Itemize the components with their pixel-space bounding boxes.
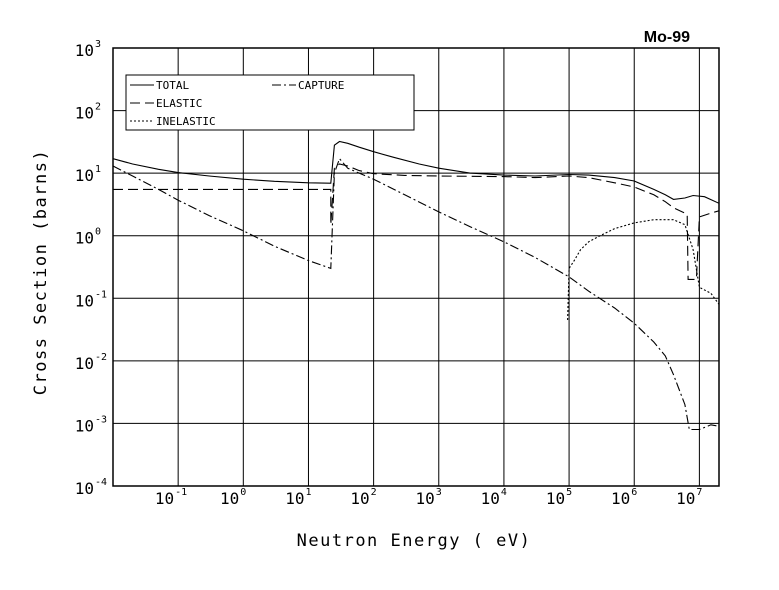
- y-tick-exponent: 2: [95, 102, 101, 113]
- y-tick-label: 10: [75, 166, 94, 185]
- series-line-total: [113, 140, 719, 204]
- legend-label-inelastic: INELASTIC: [156, 115, 216, 128]
- legend-label-elastic: ELASTIC: [156, 97, 202, 110]
- y-tick-label: 10: [75, 104, 94, 123]
- legend-label-capture: CAPTURE: [298, 79, 344, 92]
- y-tick-exponent: -1: [95, 289, 107, 300]
- x-tick-label: 10: [285, 489, 304, 508]
- x-tick-exponent: 0: [240, 487, 246, 498]
- series-line-elastic: [113, 163, 719, 280]
- legend-label-total: TOTAL: [156, 79, 189, 92]
- legend: TOTAL ELASTIC CAPTURE INELASTIC: [125, 74, 415, 131]
- x-tick-label: 10: [155, 489, 174, 508]
- x-tick-exponent: 6: [631, 487, 637, 498]
- x-tick-exponent: 3: [436, 487, 442, 498]
- x-tick-exponent: 7: [696, 487, 702, 498]
- y-tick-label: 10: [75, 291, 94, 310]
- y-tick-exponent: 1: [95, 164, 101, 175]
- x-tick-label: 10: [220, 489, 239, 508]
- y-axis-title: Cross Section (barns): [31, 149, 51, 395]
- y-tick-label: 10: [75, 479, 94, 498]
- x-tick-exponent: 4: [501, 487, 507, 498]
- y-tick-label: 10: [75, 416, 94, 435]
- x-tick-label: 10: [416, 489, 435, 508]
- y-tick-label: 10: [75, 229, 94, 248]
- y-tick-exponent: -4: [95, 477, 107, 488]
- x-axis-title: Neutron Energy ( eV): [297, 531, 532, 551]
- legend-box: [125, 74, 415, 131]
- x-tick-label: 10: [546, 489, 565, 508]
- y-tick-exponent: 0: [95, 227, 101, 238]
- y-tick-exponent: -3: [95, 414, 107, 425]
- x-tick-exponent: 2: [371, 487, 377, 498]
- y-tick-label: 10: [75, 41, 94, 60]
- y-tick-label: 10: [75, 354, 94, 373]
- plot-frame: [112, 47, 720, 487]
- x-tick-exponent: 5: [566, 487, 572, 498]
- x-axis-ticks: 10 -1 10 0 10 1 10 2 10 3 10 4 10 5 10 6 10 7: [155, 487, 703, 508]
- y-tick-exponent: -2: [95, 352, 107, 363]
- x-tick-exponent: -1: [175, 487, 187, 498]
- series-line-inelastic: [567, 219, 719, 321]
- series-layer: [113, 140, 719, 431]
- x-tick-label: 10: [481, 489, 500, 508]
- x-tick-exponent: 1: [305, 487, 311, 498]
- chart-title: Mo-99: [644, 29, 690, 46]
- series-line-capture: [113, 157, 719, 431]
- x-tick-label: 10: [676, 489, 695, 508]
- y-tick-exponent: 3: [95, 39, 101, 50]
- x-tick-label: 10: [611, 489, 630, 508]
- x-tick-label: 10: [350, 489, 369, 508]
